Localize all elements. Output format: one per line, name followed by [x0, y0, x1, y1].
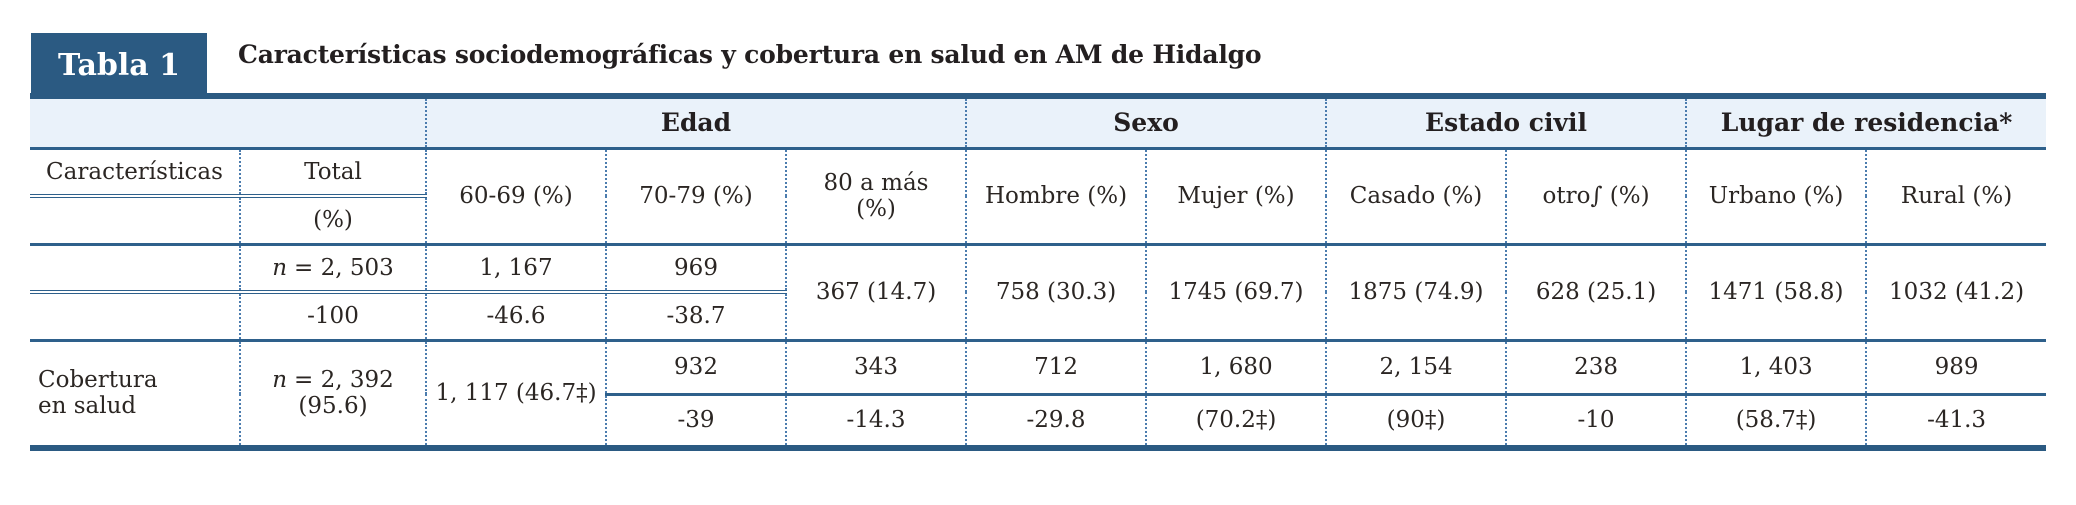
n-symbol: n — [272, 254, 288, 281]
cell-r1-70-79-bottom: -38.7 — [606, 292, 787, 342]
cell-r2-mujer-top: 1, 680 — [1146, 340, 1328, 396]
group-header-sexo: Sexo — [966, 93, 1328, 150]
col-header-caracteristicas-empty — [30, 196, 241, 246]
row2-top: Cobertura en salud n = 2, 392 (95.6) 1, 1… — [30, 340, 2047, 448]
cell-r1-otro: 628 (25.1) — [1506, 244, 1688, 342]
row1-bottom: -100 -46.6 -38.7 — [30, 292, 2046, 342]
cell-r1-urbano: 1471 (58.8) — [1686, 244, 1868, 342]
col-header-80-mas: 80 a más (%) — [786, 148, 968, 246]
col-header-60-69: 60-69 (%) — [426, 148, 607, 246]
cell-r2-hombre-top: 712 — [966, 340, 1148, 396]
cell-r2-urbano-bottom: (58.7‡) — [1686, 394, 1868, 448]
cell-r1-rural: 1032 (41.2) — [1866, 244, 2047, 342]
col-header-casado: Casado (%) — [1326, 148, 1508, 246]
col-header-70-79: 70-79 (%) — [606, 148, 787, 246]
n-line: n = 2, 392 — [272, 367, 394, 393]
sociodemographics-table: Edad Sexo Estado civil Lugar de residenc… — [30, 93, 2047, 451]
cell-r2-casado-top: 2, 154 — [1326, 340, 1508, 396]
group-header-lugar-residencia: Lugar de residencia* — [1686, 93, 2047, 150]
cell-r2-otro-top: 238 — [1506, 340, 1688, 396]
cell-r1-total-bottom: -100 — [240, 292, 427, 342]
cell-r2-80-mas-top: 343 — [786, 340, 968, 396]
col-header-urbano: Urbano (%) — [1686, 148, 1868, 246]
row1-top: n = 2, 503 1, 167 969 367 (14.7) 758 (30.… — [30, 244, 2047, 342]
cell-r2-60-69: 1, 117 (46.7‡) — [426, 340, 607, 448]
group-header-row: Edad Sexo Estado civil Lugar de residenc… — [30, 93, 2047, 150]
col-header-hombre: Hombre (%) — [966, 148, 1148, 246]
col-header-mujer: Mujer (%) — [1146, 148, 1328, 246]
column-header-row-bottom: (%) — [30, 196, 2046, 246]
cell-r2-mujer-bottom: (70.2‡) — [1146, 394, 1328, 448]
cell-r2-hombre-bottom: -29.8 — [966, 394, 1148, 448]
cell-r2-rural-top: 989 — [1866, 340, 2047, 396]
cell-r2-casado-bottom: (90‡) — [1326, 394, 1508, 448]
group-header-empty — [30, 93, 427, 150]
cell-r1-casado: 1875 (74.9) — [1326, 244, 1508, 342]
n-value: = 2, 503 — [294, 254, 394, 281]
cell-r1-80-mas: 367 (14.7) — [786, 244, 968, 342]
group-header-estado-civil: Estado civil — [1326, 93, 1688, 150]
cell-r2-rural-bottom: -41.3 — [1927, 407, 1987, 434]
n-value: = 2, 392 — [294, 367, 394, 394]
n-symbol: n — [272, 367, 288, 394]
cell-r1-60-69-top: 1, 167 — [426, 244, 607, 294]
column-header-row-top: Características Total 60-69 (%) 70-79 (%… — [30, 148, 2047, 246]
cell-r1-60-69-bottom: -46.6 — [426, 292, 607, 342]
cell-r2-label: Cobertura en salud — [30, 340, 241, 448]
row2-bottom: -39 -14.3 -29.8 (70.2‡) (90‡) -10 (58.7‡… — [30, 394, 2046, 448]
cell-r1-hombre: 758 (30.3) — [966, 244, 1148, 342]
cell-r1-label — [30, 244, 241, 294]
col-header-caracteristicas: Características — [30, 148, 241, 198]
table-label-text: Tabla 1 — [57, 48, 181, 83]
col-header-total: Total — [240, 148, 427, 198]
cell-r2-70-79-bottom: -39 — [606, 394, 787, 448]
cell-r2-70-79-top: 932 — [606, 340, 787, 396]
group-header-edad: Edad — [426, 93, 968, 150]
cell-r1-total-top: n = 2, 503 — [240, 244, 427, 294]
cell-r2-80-mas-bottom: -14.3 — [786, 394, 968, 448]
cell-r2-total: n = 2, 392 (95.6) — [240, 340, 427, 448]
table-label-badge: Tabla 1 — [31, 33, 207, 98]
cell-r2-otro-bottom: -10 — [1506, 394, 1688, 448]
col-header-total-pct: (%) — [240, 196, 427, 246]
cell-r1-mujer: 1745 (69.7) — [1146, 244, 1328, 342]
cell-r2-urbano-top: 1, 403 — [1686, 340, 1868, 396]
cell-r1-label-empty — [30, 292, 241, 342]
col-header-rural: Rural (%) — [1866, 148, 2047, 246]
col-header-otro: otro∫ (%) — [1506, 148, 1688, 246]
cell-r1-70-79-top: 969 — [606, 244, 787, 294]
total-pct-line: (95.6) — [298, 393, 368, 420]
table-title: Características sociodemográficas y cobe… — [238, 40, 1262, 69]
